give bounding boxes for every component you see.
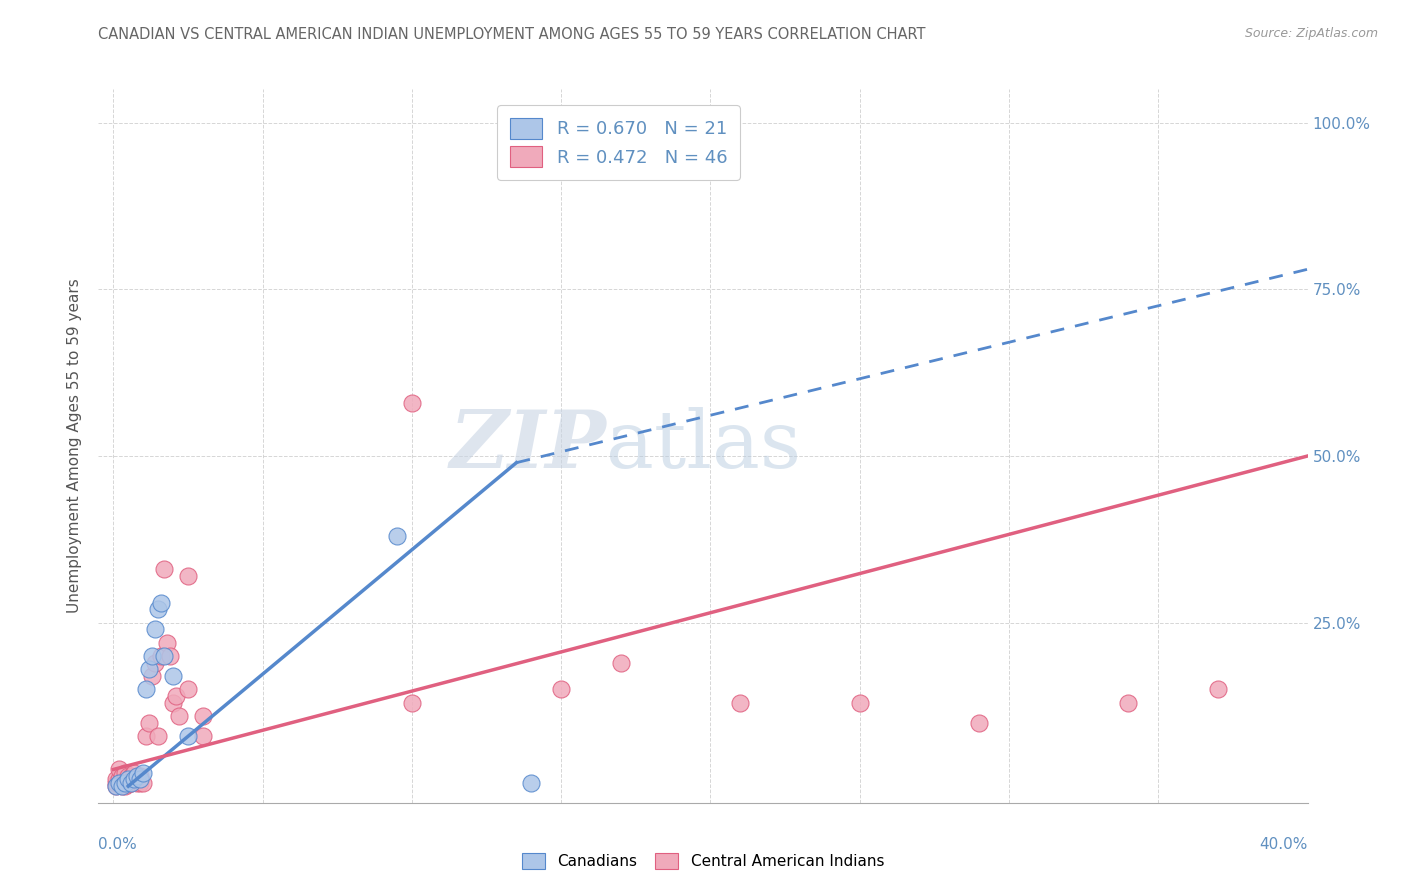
Point	[105, 779, 128, 793]
Point	[141, 649, 163, 664]
Point	[111, 779, 134, 793]
Y-axis label: Unemployment Among Ages 55 to 59 years: Unemployment Among Ages 55 to 59 years	[67, 278, 83, 614]
Point	[135, 729, 157, 743]
Point	[401, 395, 423, 409]
Point	[135, 682, 157, 697]
Point	[120, 769, 142, 783]
Point	[146, 729, 169, 743]
Text: atlas: atlas	[606, 407, 801, 485]
Point	[550, 682, 572, 697]
Point	[143, 623, 166, 637]
Point	[150, 596, 173, 610]
Point	[520, 776, 543, 790]
Point	[114, 776, 136, 790]
Legend: R = 0.670   N = 21, R = 0.472   N = 46: R = 0.670 N = 21, R = 0.472 N = 46	[496, 105, 740, 179]
Point	[105, 776, 128, 790]
Point	[730, 696, 752, 710]
Point	[114, 779, 136, 793]
Point	[132, 765, 155, 780]
Point	[162, 696, 184, 710]
Point	[105, 779, 128, 793]
Point	[108, 772, 131, 787]
Text: 40.0%: 40.0%	[1260, 837, 1308, 852]
Point	[153, 649, 176, 664]
Point	[385, 529, 408, 543]
Point	[167, 709, 190, 723]
Point	[120, 776, 142, 790]
Point	[127, 769, 149, 783]
Point	[848, 696, 870, 710]
Point	[114, 772, 136, 787]
Point	[120, 776, 142, 790]
Point	[108, 776, 131, 790]
Point	[117, 777, 139, 791]
Point	[967, 715, 990, 730]
Point	[122, 774, 145, 789]
Point	[191, 729, 214, 743]
Text: Source: ZipAtlas.com: Source: ZipAtlas.com	[1244, 27, 1378, 40]
Point	[114, 765, 136, 780]
Text: 0.0%: 0.0%	[98, 837, 138, 852]
Point	[117, 769, 139, 783]
Point	[108, 763, 131, 777]
Point	[177, 729, 200, 743]
Point	[129, 776, 152, 790]
Point	[610, 656, 633, 670]
Point	[153, 562, 176, 576]
Point	[156, 636, 179, 650]
Point	[1118, 696, 1140, 710]
Point	[129, 772, 152, 787]
Point	[117, 772, 139, 787]
Point	[132, 776, 155, 790]
Point	[141, 669, 163, 683]
Point	[1206, 682, 1229, 697]
Point	[177, 682, 200, 697]
Point	[108, 776, 131, 790]
Point	[143, 656, 166, 670]
Point	[191, 709, 214, 723]
Text: CANADIAN VS CENTRAL AMERICAN INDIAN UNEMPLOYMENT AMONG AGES 55 TO 59 YEARS CORRE: CANADIAN VS CENTRAL AMERICAN INDIAN UNEM…	[98, 27, 927, 42]
Point	[165, 689, 187, 703]
Point	[111, 779, 134, 793]
Point	[162, 669, 184, 683]
Point	[122, 765, 145, 780]
Point	[129, 769, 152, 783]
Text: ZIP: ZIP	[450, 408, 606, 484]
Point	[146, 602, 169, 616]
Point	[138, 662, 160, 676]
Point	[105, 772, 128, 787]
Point	[177, 569, 200, 583]
Point	[111, 769, 134, 783]
Point	[122, 772, 145, 787]
Legend: Canadians, Central American Indians: Canadians, Central American Indians	[516, 847, 890, 875]
Point	[138, 715, 160, 730]
Point	[401, 696, 423, 710]
Point	[159, 649, 181, 664]
Point	[127, 776, 149, 790]
Point	[150, 649, 173, 664]
